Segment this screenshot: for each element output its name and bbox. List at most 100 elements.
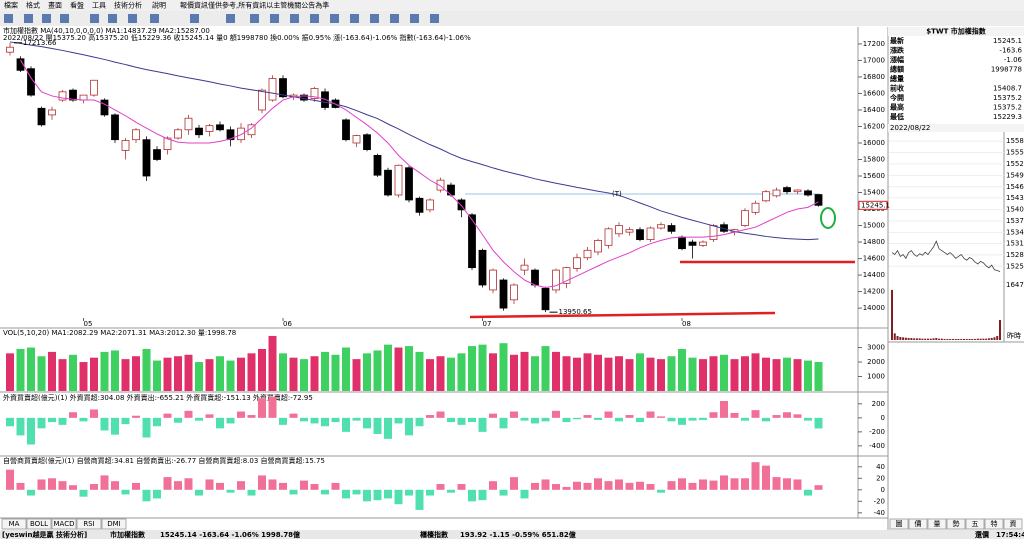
- intraday-volume: [963, 338, 965, 340]
- bar: [415, 489, 424, 510]
- mini-corner-label: 昨時: [1007, 331, 1021, 340]
- side-tab[interactable]: [946, 518, 966, 530]
- drawn-circle: [820, 207, 836, 229]
- side-tab-label[interactable]: 價: [915, 519, 922, 528]
- bar: [352, 417, 361, 421]
- bar: [604, 357, 613, 391]
- intraday-volume: [904, 337, 907, 340]
- side-tab[interactable]: [1003, 518, 1023, 530]
- bar: [814, 417, 823, 429]
- side-tab-label[interactable]: 勢: [953, 519, 960, 528]
- bar: [531, 482, 539, 490]
- bar: [562, 356, 571, 391]
- indicator-tab-label[interactable]: MACD: [54, 520, 75, 528]
- quote-label: 最新: [890, 36, 904, 45]
- candle-body: [205, 125, 214, 132]
- menu-item[interactable]: 畫面: [48, 1, 62, 10]
- candle-body: [573, 257, 581, 269]
- bar: [195, 417, 203, 421]
- intraday-volume: [976, 338, 979, 340]
- candle-body: [100, 99, 109, 116]
- bar: [541, 346, 550, 391]
- intraday-volume: [896, 335, 899, 340]
- bar: [226, 360, 235, 391]
- quote-date-bar: [888, 124, 1024, 132]
- menu-item[interactable]: 說明: [152, 1, 166, 10]
- bar: [90, 484, 98, 490]
- indicator-tab[interactable]: [26, 518, 52, 530]
- bar: [90, 357, 98, 391]
- bar: [258, 475, 266, 490]
- indicator-tab[interactable]: [51, 518, 77, 530]
- bar: [142, 489, 151, 502]
- candle-body: [531, 269, 539, 286]
- bar: [121, 417, 130, 425]
- indicator-tab-label[interactable]: DMI: [107, 520, 121, 528]
- candle-body: [625, 229, 634, 233]
- bar: [342, 347, 350, 391]
- quote-value: 15375.2: [993, 94, 1022, 102]
- side-tab-label[interactable]: 特: [991, 519, 998, 528]
- menu-item[interactable]: 工具: [92, 2, 106, 10]
- candle-body: [6, 46, 14, 53]
- candle-body: [405, 167, 413, 201]
- mini-tick-label: 15348: [1006, 228, 1024, 236]
- drawn-support-line: [469, 311, 776, 319]
- status-index2: 櫃檯指數: [420, 530, 448, 539]
- y-tick-label: 16000: [863, 139, 885, 147]
- indicator-tab-label[interactable]: BOLL: [30, 520, 48, 528]
- status-mode: 還價: [975, 530, 990, 539]
- menu-item[interactable]: 檔案: [4, 1, 18, 10]
- candle-body: [468, 214, 476, 269]
- mini-tick-label: 15468: [1006, 183, 1024, 191]
- indicator-tab[interactable]: [101, 518, 127, 530]
- menu-bar: [0, 0, 1024, 11]
- side-tab[interactable]: [965, 518, 985, 530]
- side-tab-label[interactable]: 量: [934, 520, 941, 528]
- intraday-volume: [949, 338, 952, 340]
- bar: [793, 359, 802, 391]
- bar: [69, 485, 77, 490]
- bar: [499, 417, 508, 429]
- intraday-volume: [921, 338, 924, 340]
- bar: [510, 354, 518, 391]
- menu-item[interactable]: 技術分析: [114, 1, 142, 10]
- status-time: 17:54:46: [996, 531, 1024, 539]
- side-tab[interactable]: [984, 518, 1004, 530]
- bar: [153, 417, 161, 427]
- y-tick-label: 16200: [863, 122, 885, 130]
- side-tab[interactable]: [908, 518, 928, 530]
- bar: [174, 356, 182, 391]
- menu-item[interactable]: 看盤: [70, 1, 84, 10]
- bar: [279, 417, 287, 425]
- bar: [447, 357, 455, 391]
- bar: [604, 481, 613, 490]
- bar: [405, 417, 413, 436]
- side-tab-label[interactable]: 五: [972, 520, 979, 528]
- panel-header: 市加權指數 MA(40,10,0,0,0,0) MA1:14837.29 MA2…: [3, 26, 210, 35]
- menu-item[interactable]: 格式: [26, 1, 40, 10]
- quote-value: 15375.2: [993, 104, 1022, 112]
- panel-header: 自營商買賣超(億元)(1) 自營商買超:34.81 自營商賣出:-26.77 自…: [3, 456, 325, 465]
- indicator-tab-label[interactable]: RSI: [83, 520, 94, 528]
- bar: [699, 359, 707, 391]
- side-tab[interactable]: [927, 518, 947, 530]
- side-tab-label[interactable]: 資: [1010, 519, 1017, 528]
- side-tab[interactable]: [889, 518, 909, 530]
- mini-tick-label: 15319: [1006, 239, 1024, 247]
- bar: [237, 357, 245, 391]
- bar: [331, 417, 340, 423]
- bar: [751, 410, 760, 418]
- bar: [657, 416, 665, 418]
- candle-body: [489, 269, 497, 291]
- indicator-tab[interactable]: [1, 518, 27, 530]
- bar: [279, 482, 287, 490]
- intraday-volume: [899, 336, 902, 340]
- quote-value: 15408.7: [993, 85, 1022, 93]
- bar: [331, 354, 340, 391]
- bar: [153, 489, 161, 499]
- side-tab-label[interactable]: 圖: [896, 520, 903, 528]
- indicator-tab[interactable]: [76, 518, 102, 530]
- bar: [163, 413, 172, 418]
- indicator-tab-label[interactable]: MA: [9, 520, 20, 528]
